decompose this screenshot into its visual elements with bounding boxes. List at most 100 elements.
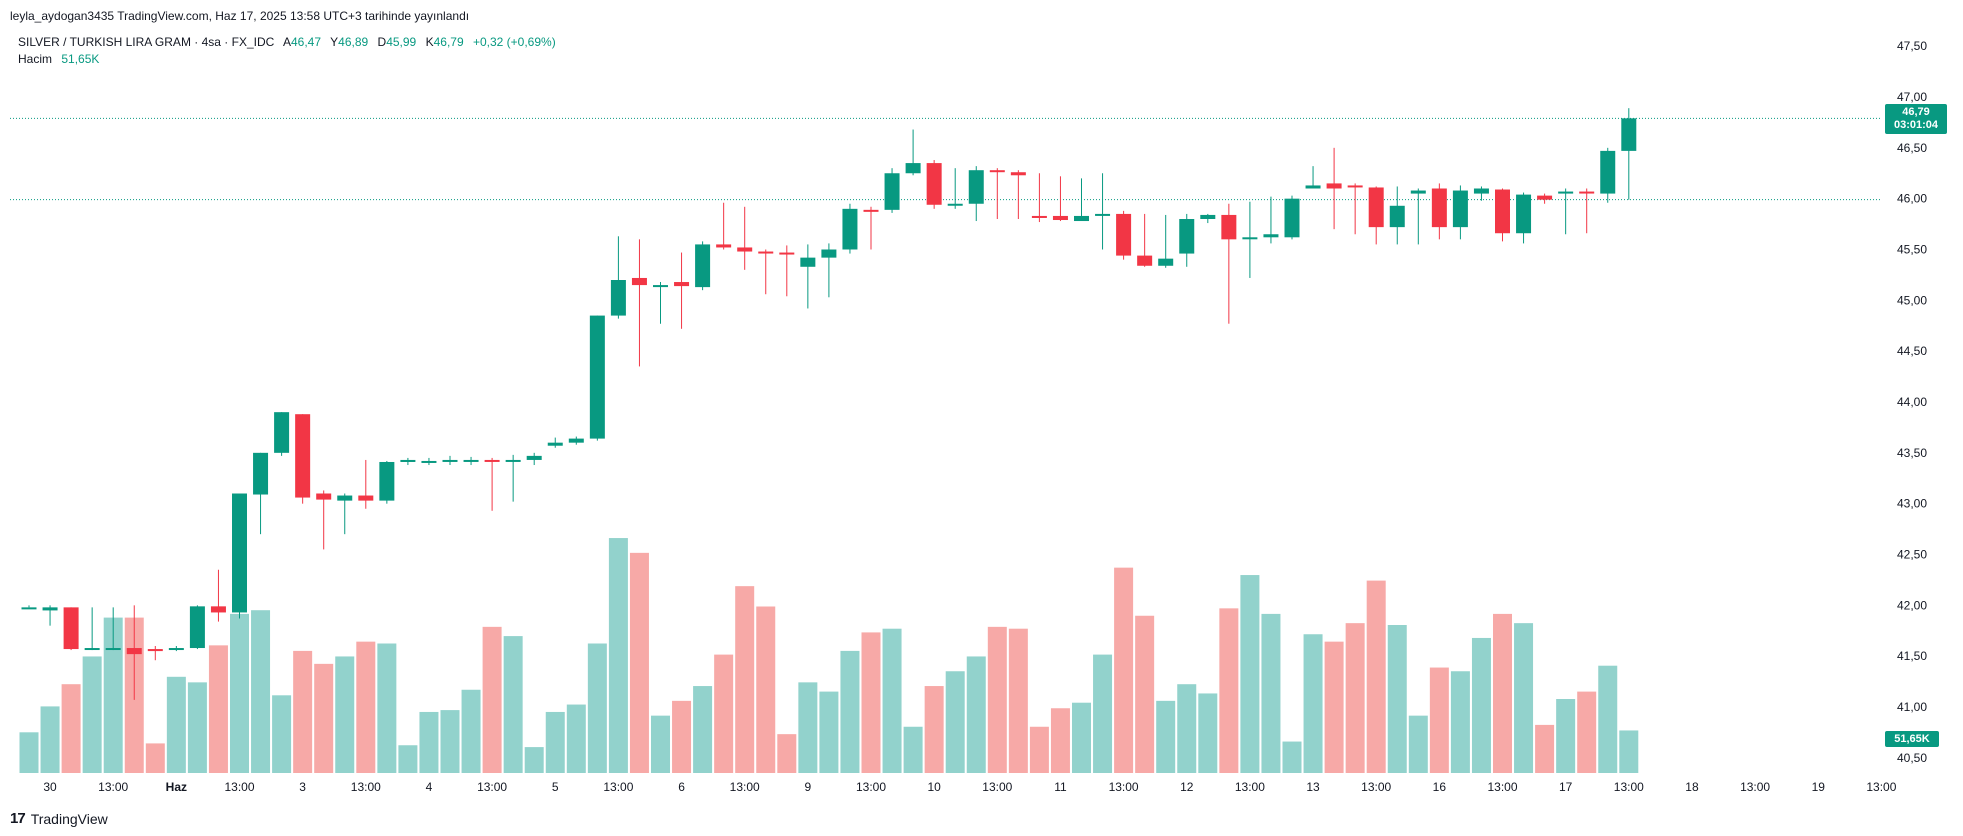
price-tick-label: 45,00 bbox=[1897, 293, 1927, 307]
time-tick-label: 18 bbox=[1685, 780, 1699, 794]
candle-body bbox=[863, 209, 879, 212]
volume-bar bbox=[1303, 634, 1323, 773]
volume-bar bbox=[61, 684, 81, 773]
price-tick-label: 43,50 bbox=[1897, 446, 1927, 460]
volume-bar bbox=[1240, 575, 1260, 773]
volume-bar bbox=[1177, 684, 1197, 773]
price-axis: 47,50 47,00 46,50 46,00 45,50 45,00 44,50 44,00… bbox=[1897, 39, 1927, 765]
volume-bar bbox=[1345, 623, 1365, 773]
candle-body bbox=[463, 459, 479, 462]
open-label: A bbox=[282, 35, 291, 49]
time-tick-label: 13:00 bbox=[603, 780, 633, 794]
volume-bar bbox=[1219, 608, 1239, 773]
last-price-value: 46,79 bbox=[1902, 106, 1930, 118]
tradingview-logo-icon: 17 bbox=[10, 810, 26, 827]
volume-bar bbox=[1282, 741, 1302, 773]
volume-bar bbox=[293, 650, 313, 773]
candle-body bbox=[884, 173, 900, 210]
volume-bar bbox=[251, 610, 271, 773]
symbol-description: SILVER / TURKISH LIRA GRAM · 4sa · FX_ID… bbox=[18, 35, 275, 49]
time-tick-label: 13:00 bbox=[856, 780, 886, 794]
volume-bar bbox=[1050, 708, 1070, 773]
volume-bar bbox=[356, 641, 376, 773]
volume-bar bbox=[335, 656, 355, 773]
volume-label: Hacim bbox=[18, 52, 53, 66]
candle-body bbox=[1452, 190, 1468, 228]
volume-bar bbox=[672, 700, 692, 773]
price-tick-label: 40,50 bbox=[1897, 751, 1927, 765]
price-tick-label: 42,00 bbox=[1897, 598, 1927, 612]
candle-body bbox=[421, 460, 437, 463]
volume-bar bbox=[40, 706, 60, 773]
volume-bar bbox=[1619, 730, 1639, 773]
time-tick-label: 6 bbox=[678, 780, 685, 794]
volume-bar bbox=[145, 743, 165, 773]
candle-body bbox=[168, 648, 184, 651]
price-tick-label: 41,50 bbox=[1897, 649, 1927, 663]
volume-bar bbox=[1324, 641, 1344, 773]
candle-body bbox=[610, 280, 626, 316]
volume-bar bbox=[1577, 691, 1597, 773]
price-tick-label: 45,50 bbox=[1897, 243, 1927, 257]
price-tick-label: 43,00 bbox=[1897, 497, 1927, 511]
volume-bar bbox=[419, 711, 439, 773]
volume-bar bbox=[1093, 654, 1113, 773]
time-tick-label: 13:00 bbox=[1866, 780, 1896, 794]
volume-bar bbox=[924, 686, 944, 773]
candle-body bbox=[63, 607, 79, 650]
candle-body bbox=[1431, 188, 1447, 228]
volume-bar bbox=[1366, 580, 1386, 773]
time-tick-label: 13:00 bbox=[351, 780, 381, 794]
volume-bar bbox=[1429, 667, 1449, 773]
time-tick-label: 10 bbox=[927, 780, 941, 794]
candle-body bbox=[905, 163, 921, 174]
volume-bar bbox=[587, 643, 607, 773]
volume-bar bbox=[1450, 671, 1470, 773]
volume-bar bbox=[1261, 613, 1281, 773]
volume-bar bbox=[714, 654, 734, 773]
volume-bar bbox=[377, 643, 397, 773]
candle-body bbox=[1095, 213, 1111, 216]
candle-body bbox=[1242, 237, 1258, 240]
candle-body bbox=[1495, 189, 1510, 234]
candle-body bbox=[1600, 150, 1616, 194]
volume-bar bbox=[840, 650, 860, 773]
volume-bar bbox=[945, 671, 965, 773]
time-tick-label: 13:00 bbox=[477, 780, 507, 794]
volume-bar bbox=[208, 645, 228, 773]
candle-body bbox=[1179, 219, 1195, 254]
price-tick-label: 44,50 bbox=[1897, 344, 1927, 358]
price-tick-label: 44,00 bbox=[1897, 395, 1927, 409]
candle-body bbox=[695, 244, 711, 288]
low-label: D bbox=[377, 35, 387, 49]
open-value: 46,47 bbox=[290, 35, 322, 49]
high-value: 46,89 bbox=[338, 35, 369, 49]
candle-body bbox=[379, 461, 395, 501]
candle-body bbox=[1263, 234, 1279, 238]
volume-bar bbox=[1471, 637, 1491, 773]
volume-bar bbox=[440, 710, 460, 773]
volume-bar bbox=[166, 676, 186, 773]
candle-body bbox=[1473, 188, 1489, 194]
time-tick-label: 3 bbox=[299, 780, 306, 794]
volume-bar bbox=[1514, 623, 1534, 773]
candle-body bbox=[1621, 118, 1637, 151]
volume-bar bbox=[1198, 693, 1218, 773]
candle-body bbox=[84, 648, 100, 651]
volume-bar bbox=[1114, 567, 1134, 773]
time-tick-label: 13 bbox=[1306, 780, 1320, 794]
volume-bar bbox=[819, 691, 839, 773]
volume-bar bbox=[861, 632, 881, 773]
legend-ohlc-row: SILVER / TURKISH LIRA GRAM · 4sa · FX_ID… bbox=[18, 34, 556, 51]
candle-body bbox=[989, 170, 1005, 173]
candles bbox=[21, 108, 1637, 700]
candle-body bbox=[1031, 215, 1047, 218]
candle-body bbox=[1410, 190, 1426, 194]
time-tick-label: 13:00 bbox=[1614, 780, 1644, 794]
candle-body bbox=[821, 249, 837, 258]
candle-body bbox=[842, 208, 858, 250]
volume-bar bbox=[503, 636, 523, 773]
candle-body bbox=[1284, 198, 1300, 238]
volume-bar bbox=[1535, 724, 1555, 773]
